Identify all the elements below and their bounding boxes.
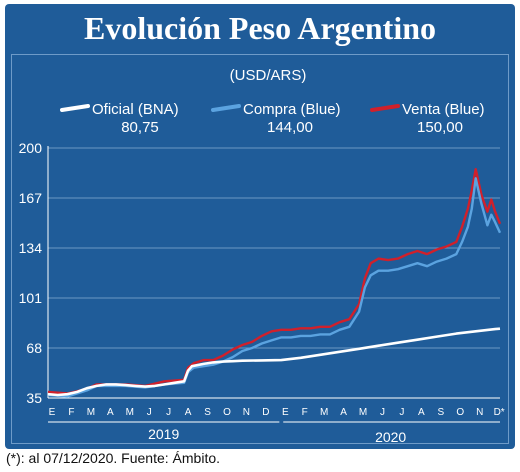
chart-frame: Evolución Peso Argentino xyxy=(5,4,515,449)
series-line-compra-blue- xyxy=(47,177,502,398)
legend-label-0: Oficial (BNA) xyxy=(92,101,179,118)
x-month-label: J xyxy=(147,407,152,418)
x-month-label: J xyxy=(399,407,404,418)
y-tick-label: 134 xyxy=(19,240,43,256)
x-month-label: O xyxy=(223,407,231,418)
x-month-label: E xyxy=(49,407,56,418)
x-month-label: M xyxy=(320,407,328,418)
x-month-label: E xyxy=(282,407,289,418)
unit-label: (USD/ARS) xyxy=(230,67,307,84)
x-month-label: D xyxy=(262,407,269,418)
y-tick-label: 167 xyxy=(19,190,43,206)
series-line-oficial-bna- xyxy=(47,327,501,397)
x-month-label: S xyxy=(204,407,211,418)
x-month-label: M xyxy=(126,407,134,418)
legend-value-0: 80,75 xyxy=(121,119,159,136)
x-month-label: F xyxy=(302,407,308,418)
legend-swatch-0 xyxy=(60,104,90,112)
x-month-label: O xyxy=(456,407,464,418)
y-tick-label: 35 xyxy=(26,390,42,406)
x-month-label: A xyxy=(185,407,192,418)
x-month-label: N xyxy=(476,407,483,418)
x-month-label: F xyxy=(68,407,74,418)
year-label-2020: 2020 xyxy=(375,429,406,445)
chart-panel xyxy=(11,54,509,444)
footnote: (*): al 07/12/2020. Fuente: Ámbito. xyxy=(6,450,221,466)
x-month-label: D* xyxy=(494,407,505,418)
legend-value-1: 144,00 xyxy=(267,119,313,136)
chart-title: Evolución Peso Argentino xyxy=(83,10,436,46)
x-month-label: A xyxy=(107,407,114,418)
year-label-2019: 2019 xyxy=(148,426,179,442)
x-month-label: J xyxy=(166,407,171,418)
legend-label-2: Venta (Blue) xyxy=(402,101,485,118)
legend-value-2: 150,00 xyxy=(417,119,463,136)
x-month-label: M xyxy=(359,407,367,418)
x-month-label: S xyxy=(437,407,444,418)
series-line-venta-blue- xyxy=(47,167,502,395)
y-tick-label: 200 xyxy=(19,140,43,156)
legend-label-1: Compra (Blue) xyxy=(243,101,341,118)
x-month-label: A xyxy=(418,407,425,418)
x-month-label: A xyxy=(340,407,347,418)
x-month-label: J xyxy=(380,407,385,418)
x-month-label: M xyxy=(87,407,95,418)
legend-swatch-1 xyxy=(211,104,241,112)
legend-swatch-2 xyxy=(370,104,400,112)
x-month-label: N xyxy=(243,407,250,418)
y-tick-label: 68 xyxy=(26,340,42,356)
y-tick-label: 101 xyxy=(19,290,43,306)
